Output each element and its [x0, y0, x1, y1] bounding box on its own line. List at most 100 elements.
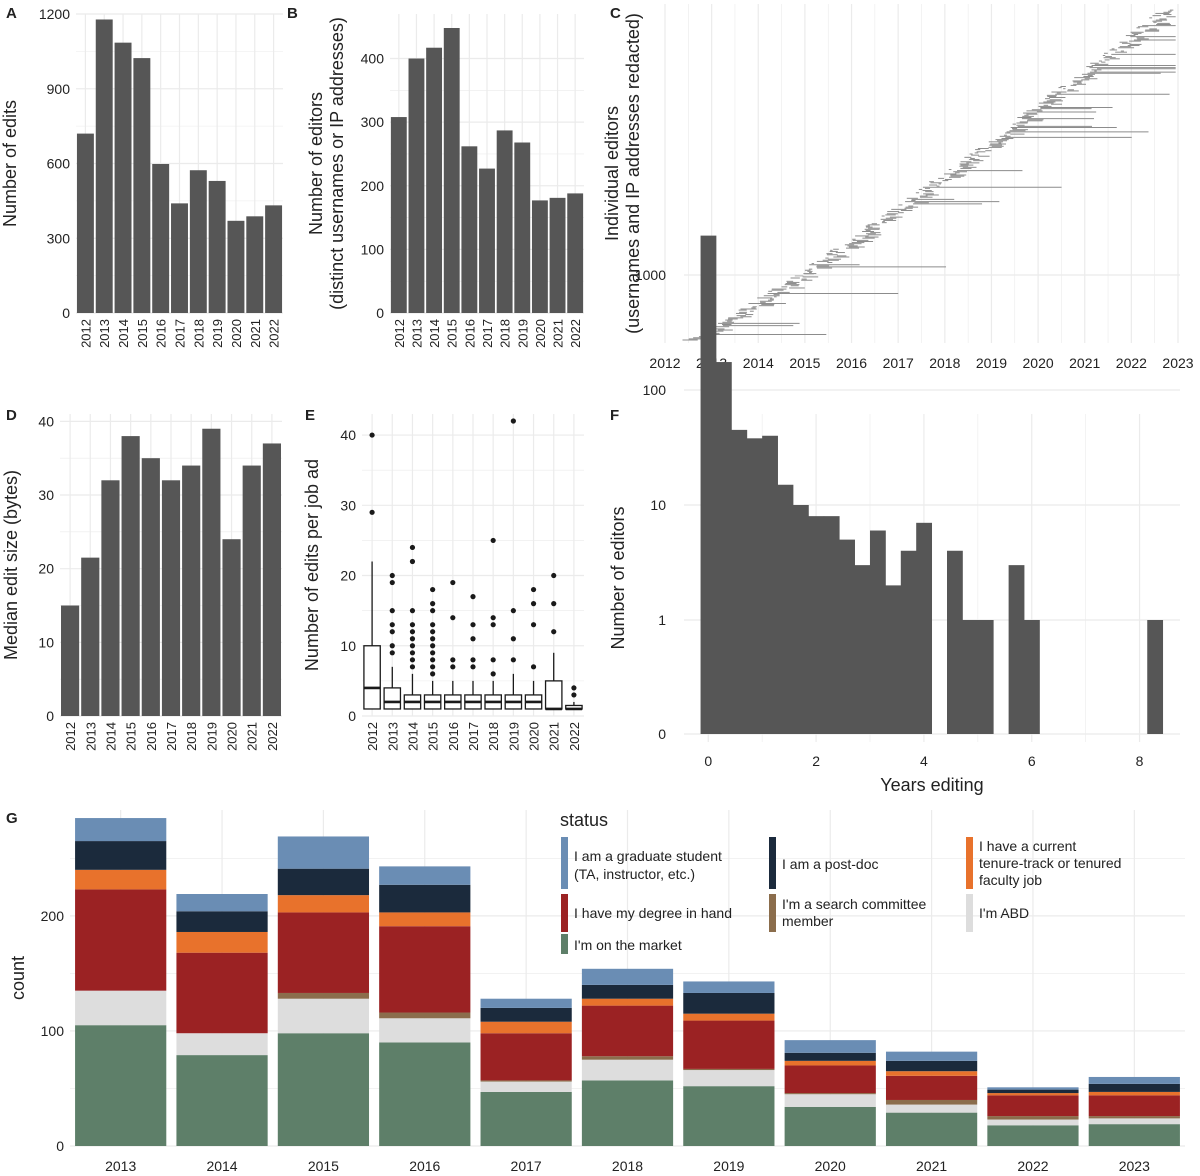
x-tick-label: 2019 — [976, 355, 1007, 371]
x-tick-label: 2013 — [409, 319, 424, 348]
box-outlier — [450, 657, 456, 663]
hist-bin — [823, 516, 840, 734]
box-outlier — [430, 636, 436, 642]
x-tick-label: 2020 — [225, 722, 240, 751]
panel-d-median-edit-size: D 0 10 20 30 40 2012 2013 2014 2015 2016 2017 2018 20… — [1, 407, 282, 751]
x-tick-label: 2023 — [1162, 355, 1193, 371]
legend-label: I have a current — [979, 838, 1076, 854]
y-tick-label: 600 — [47, 156, 71, 172]
box-outlier — [430, 657, 436, 663]
stack-segment — [379, 1012, 471, 1019]
stack-segment — [277, 912, 370, 993]
y-tick-label: 0 — [348, 708, 356, 724]
x-tick-label: 2023 — [1119, 1158, 1150, 1174]
x-tick-label: 8 — [1136, 753, 1144, 769]
y-axis-title: count — [8, 956, 28, 1000]
stack-segment — [176, 911, 268, 932]
stack-segment — [581, 1059, 674, 1081]
y-tick-label: 10 — [38, 634, 54, 650]
box-outlier — [510, 657, 516, 663]
y-axis-title: Number of editors — [608, 506, 628, 649]
stack-segment — [480, 998, 572, 1008]
stack-segment — [75, 841, 167, 870]
legend-label: (TA, instructor, etc.) — [574, 866, 695, 882]
box-outlier — [470, 657, 476, 663]
x-tick-label: 2022 — [567, 722, 582, 751]
bar-2014 — [426, 47, 443, 314]
x-tick-label: 2015 — [308, 1158, 339, 1174]
legend-label: tenure-track or tenured — [979, 855, 1121, 871]
box-outlier — [430, 608, 436, 614]
box-outlier — [530, 586, 537, 593]
stack-segment — [1088, 1095, 1180, 1117]
y-tick-label: 10 — [340, 638, 356, 654]
bar-2014 — [101, 480, 120, 716]
hist-bin — [854, 565, 871, 734]
stack-segment — [784, 1065, 876, 1094]
legend-key-post-doc — [769, 837, 776, 889]
stack-segment — [277, 992, 370, 999]
x-tick-label: 2022 — [265, 722, 280, 751]
hist-bin — [916, 522, 933, 734]
hist-bin — [977, 620, 994, 734]
y-axis-title: Number of editors — [306, 92, 326, 235]
box-outlier — [470, 636, 476, 642]
x-tick-label: 2016 — [462, 319, 477, 348]
box-outlier — [369, 432, 375, 438]
stack-segment — [277, 895, 370, 913]
box-outlier — [430, 629, 436, 635]
x-tick-label: 2022 — [1017, 1158, 1048, 1174]
stack-segment — [480, 1007, 572, 1022]
bar-2022 — [567, 193, 584, 313]
box-outlier — [409, 622, 416, 628]
hist-bin — [885, 585, 902, 734]
x-tick-label: 2014 — [405, 722, 420, 751]
x-tick-label: 2022 — [1116, 355, 1147, 371]
x-tick-label: 2 — [812, 753, 820, 769]
y-axis-title: Number of edits — [0, 100, 20, 227]
x-tick-label: 2018 — [498, 319, 513, 348]
x-tick-label: 2016 — [144, 722, 159, 751]
bar-2013 — [81, 557, 100, 716]
stack-segment — [987, 1119, 1079, 1126]
bar-2022 — [265, 205, 283, 313]
x-tick-label: 2014 — [206, 1158, 237, 1174]
bar-2018 — [182, 465, 201, 716]
y-tick-label: 40 — [38, 413, 54, 429]
stack-segment — [75, 869, 167, 890]
stack-segment — [176, 1055, 268, 1146]
x-tick-label: 2016 — [409, 1158, 440, 1174]
legend-label: I'm ABD — [979, 905, 1029, 921]
stack-segment — [581, 1005, 674, 1057]
x-tick-label: 2013 — [83, 722, 98, 751]
bar-2018 — [189, 170, 207, 313]
y-axis-title: Median edit size (bytes) — [1, 470, 21, 660]
box-outlier — [389, 572, 395, 579]
x-tick-label: 6 — [1028, 753, 1036, 769]
box-2013 — [383, 687, 402, 710]
panel-label: F — [610, 407, 619, 424]
x-tick-label: 2018 — [191, 319, 206, 348]
stack-segment — [176, 1033, 268, 1056]
stack-segment — [987, 1087, 1079, 1090]
x-tick-label: 2013 — [385, 722, 400, 751]
bar-2016 — [461, 146, 478, 313]
bar-2019 — [514, 142, 531, 313]
x-axis-title: Years editing — [880, 775, 983, 795]
legend-label: member — [782, 913, 834, 929]
stack-segment — [480, 1021, 572, 1034]
bar-2020 — [531, 200, 548, 313]
y-axis-title: (usernames and IP addresses redacted) — [623, 13, 643, 334]
stack-segment — [277, 1033, 370, 1146]
x-tick-label: 2012 — [392, 319, 407, 348]
hist-bin — [947, 550, 963, 734]
x-tick-label: 2019 — [204, 722, 219, 751]
y-tick-label: 200 — [41, 908, 65, 924]
hist-bin — [962, 620, 979, 734]
x-tick-label: 2016 — [154, 319, 169, 348]
stack-segment — [784, 1060, 876, 1066]
stack-segment — [987, 1116, 1079, 1120]
stack-segment — [176, 952, 268, 1034]
